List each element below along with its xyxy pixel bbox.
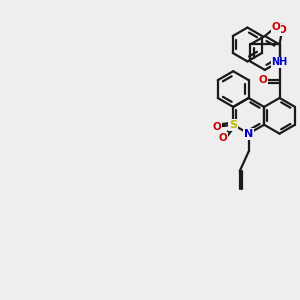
Text: O: O (278, 25, 286, 35)
Text: S: S (229, 120, 237, 130)
Text: O: O (212, 122, 221, 132)
Text: O: O (272, 22, 280, 32)
Text: O: O (258, 75, 267, 85)
Text: O: O (219, 133, 227, 143)
Text: NH: NH (272, 57, 288, 67)
Text: N: N (244, 129, 253, 139)
